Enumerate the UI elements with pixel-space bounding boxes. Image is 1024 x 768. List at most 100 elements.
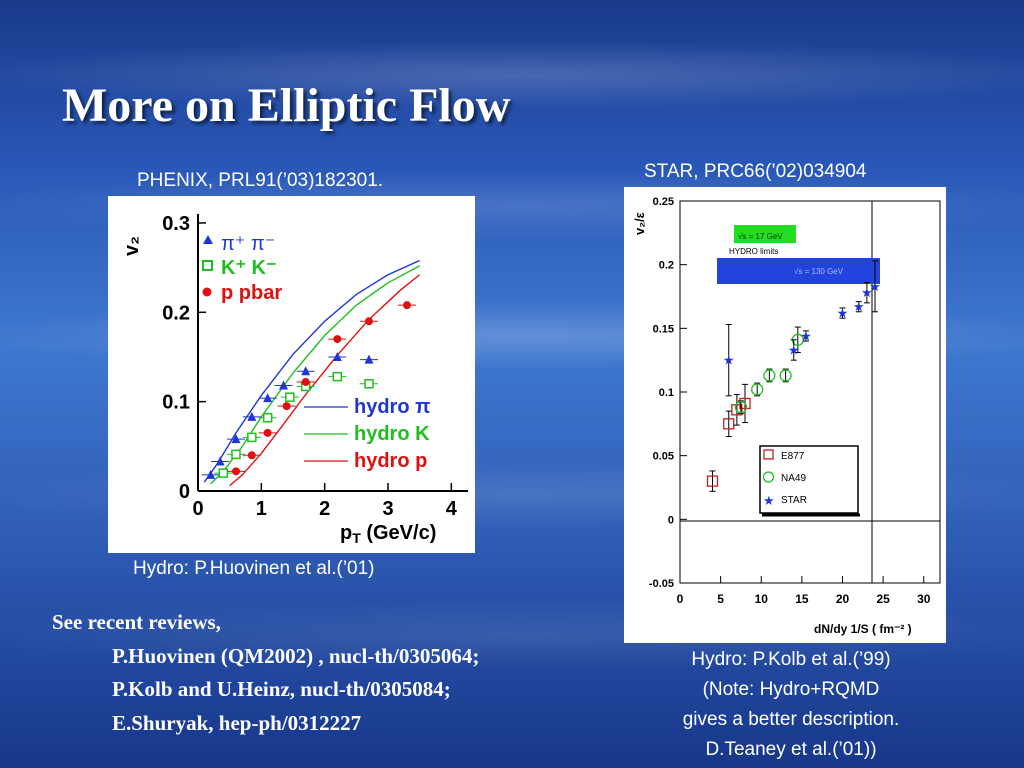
y-tick-label: 0.2 — [659, 260, 674, 272]
legend-marker-e877 — [763, 449, 774, 460]
legend-label-p: p pbar — [221, 282, 282, 304]
data-point-pi — [364, 354, 374, 364]
y-tick-label: 0.1 — [162, 392, 190, 414]
data-point-p — [365, 317, 373, 326]
data-point-pi — [247, 411, 257, 421]
legend-label-pi: π⁺ π⁻ — [221, 233, 275, 255]
refs-intro: See recent reviews, — [52, 610, 221, 634]
x-tick-label: 30 — [917, 592, 931, 606]
rhic-hydro-band — [717, 258, 880, 284]
x-tick-label: 0 — [677, 592, 684, 606]
band-label-130: √s = 130 GeV — [794, 267, 844, 276]
curve-hydro-k — [210, 265, 420, 485]
x-tick-label: 15 — [795, 592, 809, 606]
data-point-k — [285, 392, 295, 402]
data-point-pi — [215, 456, 225, 466]
data-point-p — [263, 428, 272, 437]
star-chart-panel: √s = 17 GeV HYDRO limits √s = 130 GeV 0 5… — [624, 187, 946, 643]
phenix-chart-panel: 0 1 2 3 4 0 0.1 0.2 0.3 v₂ pT (GeV/c) π⁺ π⁻ K⁺ … — [108, 196, 475, 553]
legend-marker-pi — [203, 235, 213, 244]
data-point-k — [247, 432, 257, 443]
data-point-k — [231, 449, 241, 460]
x-tick-label: 2 — [319, 498, 330, 520]
data-point-na49 — [779, 369, 792, 382]
curve-hydro-p — [229, 274, 421, 487]
data-point-k — [218, 468, 229, 478]
y-axis-label: v₂/ε — [632, 212, 647, 235]
data-point-star: ★ — [723, 353, 735, 368]
legend-label-star: STAR — [781, 495, 807, 506]
y-tick-label: 0.05 — [653, 451, 674, 463]
left-caption: Hydro: P.Huovinen et al.(’01) — [133, 558, 375, 579]
hydro-limits-label: HYDRO limits — [729, 247, 778, 256]
right-source: STAR, PRC66(’02)034904 — [644, 161, 867, 182]
x-tick-label: 20 — [836, 592, 850, 606]
right-caption-line: D.Teaney et al.(’01)) — [705, 739, 877, 760]
ref-item: P.Kolb and U.Heinz, nucl-th/0305084; — [112, 677, 451, 701]
ref-item: E.Shuryak, hep-ph/0312227 — [112, 710, 362, 735]
x-tick-label: 25 — [876, 592, 890, 606]
data-point-k — [364, 379, 374, 389]
data-point-p — [403, 301, 411, 310]
x-axis-label: dN/dy 1/S ( fm⁻² ) — [814, 622, 912, 636]
legend-label-e877: E877 — [781, 451, 805, 462]
references: See recent reviews, P.Huovinen (QM2002) … — [52, 606, 479, 740]
data-point-p — [232, 467, 240, 476]
data-point-na49 — [734, 401, 748, 414]
data-point-e877 — [706, 475, 719, 487]
y-tick-label: 0 — [668, 514, 674, 526]
data-point-pi — [206, 469, 216, 479]
right-caption-line: (Note: Hydro+RQMD — [702, 679, 880, 700]
y-tick-label: 0.1 — [659, 387, 674, 399]
legend-marker-star: ★ — [763, 493, 775, 508]
y-tick-label: 0.25 — [653, 196, 674, 208]
legend-label-hydro-k: hydro K — [354, 423, 430, 445]
y-tick-label: 0.15 — [653, 323, 674, 335]
x-tick-label: 5 — [717, 592, 724, 606]
data-point-k — [262, 412, 273, 423]
y-tick-label: 0.3 — [162, 213, 190, 235]
phenix-v2-chart: 0 1 2 3 4 0 0.1 0.2 0.3 v₂ pT (GeV/c) π⁺ π⁻ K⁺ … — [121, 213, 468, 546]
data-point-pi — [263, 393, 273, 403]
y-axis-label: v₂ — [121, 236, 143, 256]
data-point-star: ★ — [788, 342, 800, 357]
data-point-e877 — [723, 418, 735, 430]
legend-marker-p — [202, 287, 212, 297]
data-point-star: ★ — [837, 306, 849, 321]
data-point-na49 — [763, 369, 776, 382]
x-tick-label: 1 — [256, 498, 267, 520]
legend-marker-na49 — [762, 471, 775, 483]
data-point-pi — [279, 380, 288, 390]
data-point-p — [301, 377, 310, 386]
y-tick-label: 0 — [179, 481, 190, 503]
legend-label-hydro-pi: hydro π — [354, 396, 430, 418]
data-point-star: ★ — [869, 279, 881, 294]
legend-label-na49: NA49 — [781, 473, 806, 484]
band-label-17: √s = 17 GeV — [738, 232, 783, 241]
data-point-pi — [332, 351, 342, 361]
y-tick-label: 0.2 — [162, 302, 190, 324]
data-point-p — [333, 335, 342, 344]
legend-box: E877 NA49 ★ STAR — [759, 445, 860, 517]
ref-item: P.Huovinen (QM2002) , nucl-th/0305064; — [112, 643, 480, 668]
data-point-k — [332, 371, 343, 382]
x-tick-label: 0 — [192, 498, 203, 520]
data-point-star: ★ — [853, 299, 865, 314]
x-tick-label: 3 — [382, 498, 393, 520]
data-point-star: ★ — [861, 285, 873, 300]
legend-top: π⁺ π⁻ K⁺ K⁻ p pbar — [202, 233, 282, 304]
y-tick-label: -0.05 — [649, 578, 674, 590]
x-tick-label: 10 — [755, 592, 769, 606]
page-title: More on Elliptic Flow — [62, 79, 511, 132]
data-point-na49 — [751, 383, 764, 396]
data-point-p — [247, 451, 256, 460]
left-source: PHENIX, PRL91(’03)182301. — [137, 170, 384, 191]
legend-label-hydro-p: hydro p — [354, 450, 427, 472]
legend-label-k: K⁺ K⁻ — [221, 257, 277, 279]
data-point-pi — [231, 434, 241, 444]
curve-hydro-pi — [203, 259, 420, 483]
right-caption-line: Hydro: P.Kolb et al.(’99) — [691, 649, 891, 670]
right-caption: Hydro: P.Kolb et al.(’99) (Note: Hydro+R… — [640, 645, 942, 765]
legend-marker-k — [202, 260, 213, 271]
data-point-star: ★ — [800, 328, 812, 343]
